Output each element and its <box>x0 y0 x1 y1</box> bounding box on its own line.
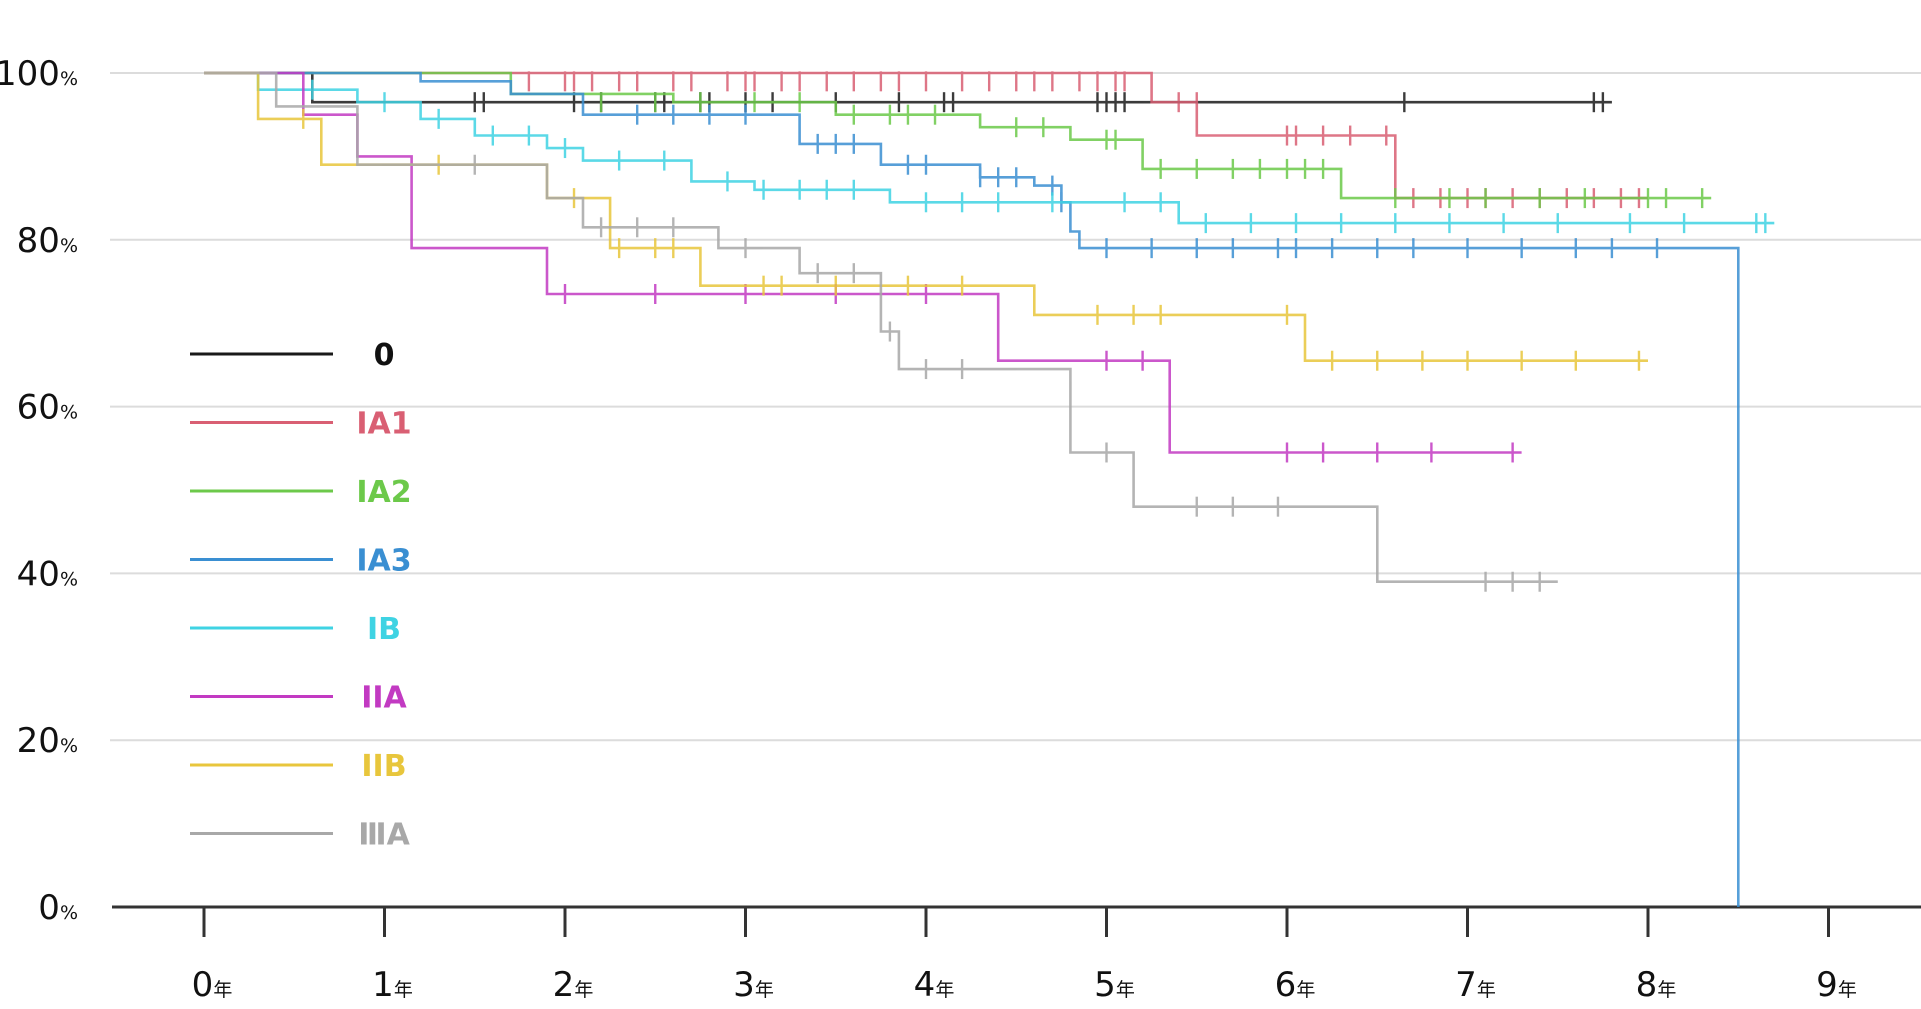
y-tick-label: 0% <box>38 888 78 928</box>
y-tick-label: 20% <box>17 721 78 761</box>
survival-curve <box>204 71 1558 583</box>
legend-label: IB <box>367 612 401 647</box>
legend-item: IIA <box>190 681 408 716</box>
y-tick-label: 100% <box>0 54 78 94</box>
legend-label: IA1 <box>356 407 411 442</box>
survival-curve <box>204 71 1712 200</box>
series-5 <box>204 71 1775 234</box>
legend-item: 0 <box>190 338 394 373</box>
legend-label: IA2 <box>356 475 411 510</box>
legend-label: IA3 <box>356 544 411 579</box>
survival-curve <box>204 71 1522 454</box>
x-tick-label: 4年 <box>914 965 955 1005</box>
x-tick-label: 6年 <box>1275 965 1316 1005</box>
legend-item: IB <box>190 612 401 647</box>
x-axis <box>112 905 1921 937</box>
x-tick-label: 1年 <box>372 965 413 1005</box>
series-3 <box>204 71 1712 209</box>
x-tick-label: 5年 <box>1094 965 1135 1005</box>
legend-label: 0 <box>374 338 395 373</box>
series-2 <box>204 71 1648 209</box>
survival-curve <box>204 71 1648 200</box>
legend-label: IIB <box>361 749 406 784</box>
x-tick-label: 8年 <box>1636 965 1677 1005</box>
legend-item: IA3 <box>190 544 412 579</box>
x-tick-label: 3年 <box>733 965 774 1005</box>
legend-item: IIB <box>190 749 407 784</box>
survival-curve <box>204 71 1740 907</box>
survival-curve <box>204 71 1612 104</box>
x-axis-tick-labels: 0年 1年 2年 3年 4年 5年 6年 7年 8年 9年 <box>192 965 1857 1005</box>
survival-curves <box>204 71 1775 907</box>
legend-item: IA1 <box>190 407 412 442</box>
legend-label: ⅢA <box>358 818 410 853</box>
legend-item: IA2 <box>190 475 412 510</box>
legend: 0 IA1 IA2 IA3 IB IIA IIB ⅢA <box>190 338 412 853</box>
y-tick-label: 60% <box>17 388 78 428</box>
x-tick-label: 2年 <box>553 965 594 1005</box>
y-tick-label: 40% <box>17 554 78 594</box>
survival-curve <box>204 71 1648 362</box>
x-tick-label: 9年 <box>1816 965 1857 1005</box>
x-tick-label: 0年 <box>192 965 233 1005</box>
y-axis-tick-labels: 100% 80% 60% 40% 20% 0% <box>0 54 78 928</box>
y-tick-label: 80% <box>17 221 78 261</box>
series-4 <box>204 71 1740 907</box>
legend-label: IIA <box>361 681 407 716</box>
x-tick-label: 7年 <box>1455 965 1496 1005</box>
legend-item: ⅢA <box>190 818 411 853</box>
series-8 <box>204 71 1558 592</box>
